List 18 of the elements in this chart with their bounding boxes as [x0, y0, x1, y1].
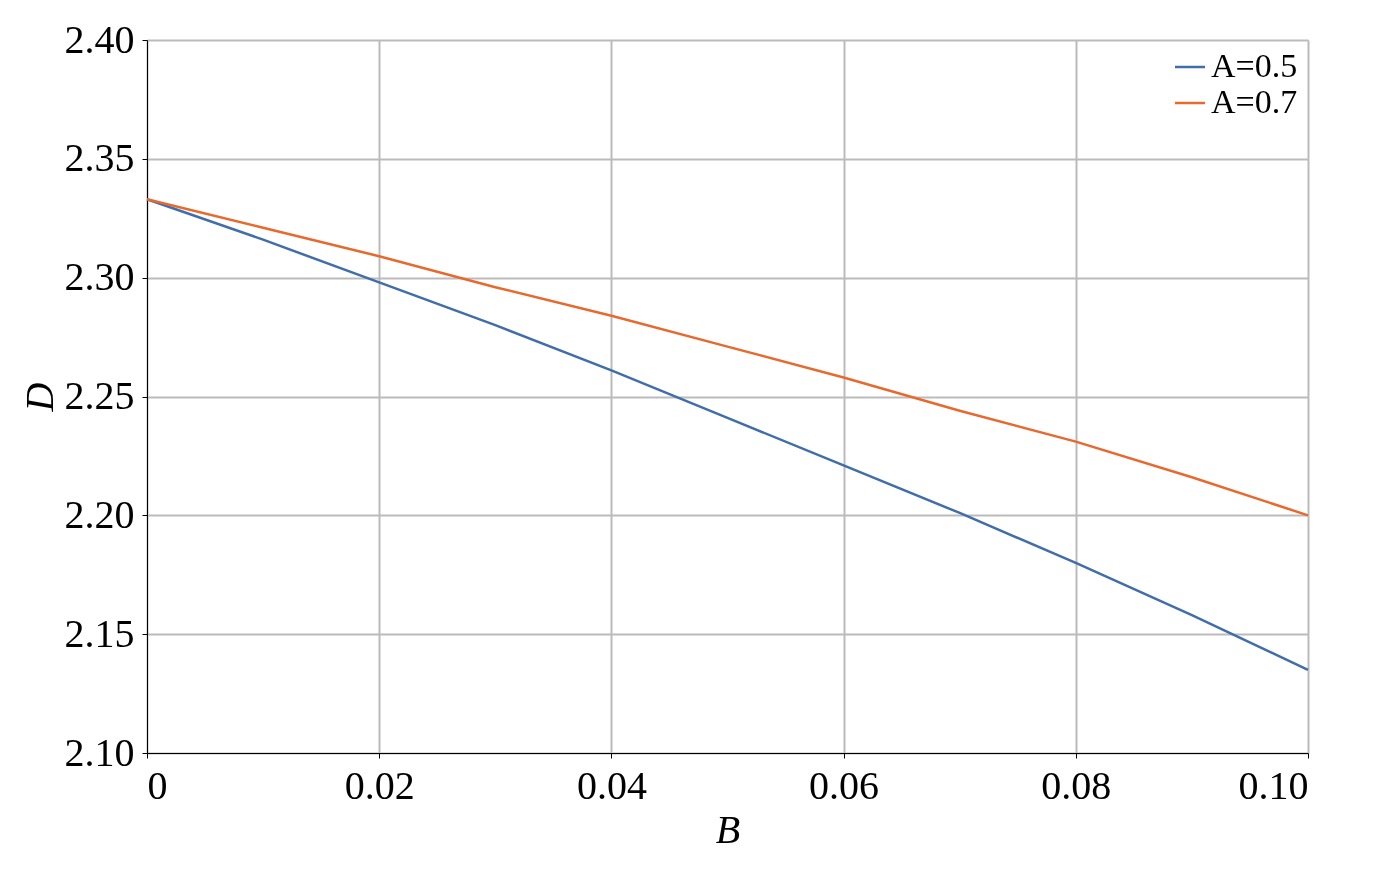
y-tick-label: 2.20: [64, 491, 135, 537]
legend-label: A=0.7: [1211, 83, 1298, 120]
x-axis-title: B: [715, 806, 741, 852]
y-tick-label: 2.35: [64, 135, 135, 181]
y-tick-label: 2.10: [64, 729, 135, 775]
y-tick-label: 2.15: [64, 610, 135, 656]
x-tick-label: 0: [147, 762, 168, 808]
line-series: [145, 197, 1310, 517]
x-tick-label: 0.10: [1238, 762, 1309, 808]
y-tick-label: 2.30: [64, 254, 135, 300]
y-tick-label: 2.40: [64, 16, 135, 62]
x-tick-label: 0.04: [576, 762, 647, 808]
x-tick-label: 0.02: [344, 762, 415, 808]
y-axis-title: D: [16, 382, 62, 413]
x-tick-label: 0.08: [1041, 762, 1112, 808]
legend-label: A=0.5: [1211, 47, 1298, 84]
y-tick-label: 2.25: [64, 373, 135, 418]
x-tick-label: 0.06: [809, 762, 880, 808]
